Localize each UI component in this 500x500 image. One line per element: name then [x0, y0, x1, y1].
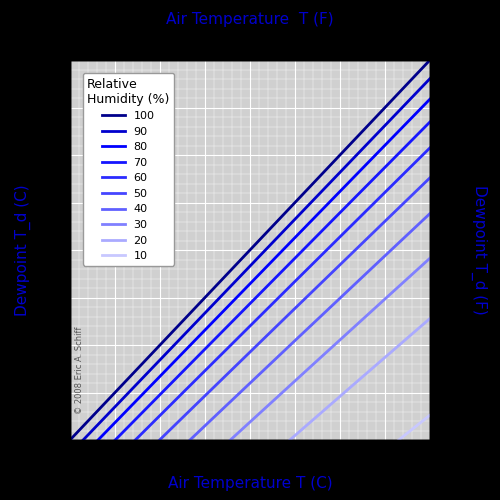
Legend: 100, 90, 80, 70, 60, 50, 40, 30, 20, 10: 100, 90, 80, 70, 60, 50, 40, 30, 20, 10 [83, 73, 174, 266]
X-axis label: Air Temperature T (C): Air Temperature T (C) [168, 476, 332, 490]
Text: © 2008 Eric A. Schiff: © 2008 Eric A. Schiff [74, 326, 84, 414]
Y-axis label: Dewpoint T_d (F): Dewpoint T_d (F) [472, 185, 488, 315]
X-axis label: Air Temperature  T (F): Air Temperature T (F) [166, 12, 334, 28]
Y-axis label: Dewpoint T_d (C): Dewpoint T_d (C) [14, 184, 31, 316]
